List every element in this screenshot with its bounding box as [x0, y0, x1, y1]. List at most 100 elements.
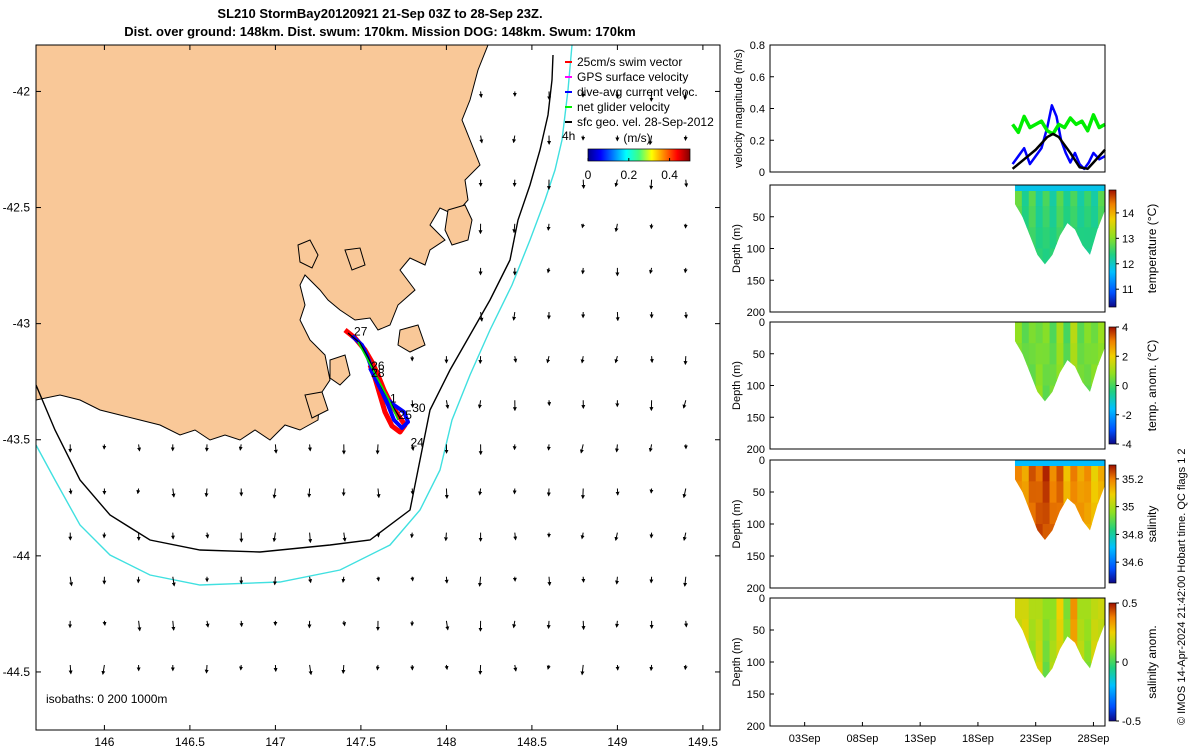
y-tick-label: 150 [747, 551, 765, 563]
heatmap-cell [1091, 206, 1099, 228]
velocity-arrow [648, 444, 653, 453]
colorbar-label: salinity anom. [1145, 625, 1159, 698]
velocity-series-line [1011, 113, 1106, 136]
track-day-label: 1 [390, 392, 397, 406]
island [304, 391, 329, 419]
velocity-arrow [273, 444, 278, 454]
heatmap-cell [1028, 502, 1037, 525]
velocity-arrow [238, 444, 243, 451]
y-tick-label: 100 [747, 381, 765, 393]
y-tick-label: 0 [759, 317, 765, 329]
heatmap-cell [1035, 343, 1044, 365]
y-axis-label: velocity magnitude (m/s) [733, 49, 745, 168]
y-tick-label: 0 [759, 167, 765, 179]
y-tick-label: 100 [747, 519, 765, 531]
heatmap-cell [1035, 460, 1044, 482]
heatmap-cell [1063, 206, 1071, 228]
heatmap-cell [1056, 481, 1065, 504]
velocity-arrow [410, 444, 415, 452]
heatmap-cell [1035, 248, 1044, 265]
velocity-arrow [205, 620, 210, 628]
colorbar-label: temperature (°C) [1145, 204, 1159, 294]
heatmap-cell [1028, 598, 1037, 620]
velocity-arrow [581, 223, 585, 229]
velocity-arrow [614, 444, 619, 453]
y-tick-label: 100 [747, 244, 765, 256]
heatmap-cell [1056, 185, 1065, 207]
heatmap-cell [1070, 185, 1078, 207]
colorbar-tick-label: -0.5 [1122, 716, 1141, 728]
track-day-label: 28 [371, 366, 385, 380]
heatmap-cell [1049, 481, 1058, 504]
velocity-arrow [513, 664, 518, 672]
panel-colorbar [1108, 326, 1117, 445]
heatmap-cell [1077, 185, 1085, 207]
velocity-arrow [137, 620, 142, 632]
heatmap-cell [1056, 343, 1065, 365]
heatmap-cell [1084, 460, 1092, 482]
y-tick-label: 150 [747, 275, 765, 287]
heatmap-cell [1098, 343, 1105, 365]
heatmap-cell [1077, 364, 1085, 387]
colorbar-tick-label: 14 [1122, 208, 1134, 220]
velocity-arrow [478, 91, 483, 99]
heatmap-cell [1014, 185, 1023, 207]
velocity-arrow [444, 664, 449, 671]
panel-velocity: 0 0.2 0.4 0.6 0.8 velocity magnitude (m/s) [733, 40, 1106, 179]
heatmap-cell [1042, 206, 1051, 228]
velocity-arrow [614, 356, 619, 364]
panel-colorbar [1108, 464, 1117, 584]
heatmap-cell [1084, 206, 1092, 228]
heatmap-cell [1042, 662, 1051, 678]
velocity-arrow [546, 223, 551, 231]
velocity-arrow [376, 576, 381, 582]
heatmap-cell [1070, 460, 1078, 482]
heatmap-cell [1098, 206, 1105, 228]
map-x-tick-label: 146 [94, 735, 114, 749]
heatmap-cell [1042, 227, 1051, 250]
heatmap-cell [1028, 206, 1037, 228]
velocity-arrow [101, 664, 106, 676]
velocity-arrow [444, 576, 449, 584]
heatmap-cell [1063, 322, 1071, 344]
colorbar-tick-label: 35 [1122, 502, 1134, 514]
heatmap-cell [1077, 481, 1085, 504]
colorbar-tick-label: 0 [1122, 381, 1128, 393]
heatmap-cell [1070, 322, 1078, 344]
velocity-arrow [682, 488, 687, 499]
y-tick-label: 50 [753, 625, 765, 637]
y-tick-label: 0.2 [750, 135, 765, 147]
velocity-arrow [410, 400, 415, 409]
velocity-arrow [137, 444, 142, 452]
heatmap-cell [1084, 185, 1092, 207]
heatmap-cell [1042, 343, 1051, 365]
map-x-tick-label: 146.5 [175, 735, 205, 749]
map-y-tick-label: -43 [13, 317, 31, 331]
island [344, 247, 366, 271]
heatmap-cell [1056, 598, 1065, 620]
velocity-arrow [444, 532, 449, 542]
panel-salinity: 0 50 100 150 200 Depth (m) 34.6 34.8 35 35.2 salin… [731, 455, 1159, 595]
colorbar-tick-label: 0 [585, 168, 592, 182]
velocity-arrow [445, 620, 450, 631]
heatmap-cell [1021, 619, 1030, 642]
legend-label: dive-avg current veloc. [577, 85, 698, 99]
map-y-tick-label: -44.5 [3, 665, 31, 679]
heatmap-cell [1084, 364, 1092, 387]
velocity-arrow [546, 356, 551, 364]
heatmap-cell [1077, 640, 1085, 663]
heatmap-cell [1014, 460, 1023, 482]
heatmap-cell [1035, 227, 1044, 250]
velocity-arrow [68, 664, 73, 675]
velocity-arrow [204, 488, 209, 498]
x-tick-label: 08Sep [847, 733, 879, 745]
colorbar-label: salinity [1145, 506, 1159, 543]
heatmap-cell [1021, 322, 1030, 344]
heatmap-cell [1028, 619, 1037, 642]
y-axis-label: Depth (m) [731, 500, 743, 549]
colorbar-tick-label: 34.6 [1122, 557, 1143, 569]
heatmap-cell [1021, 343, 1030, 365]
heatmap-cell [1042, 619, 1051, 642]
glider-track [343, 328, 410, 435]
colorbar-tick-label: -4 [1122, 439, 1132, 451]
